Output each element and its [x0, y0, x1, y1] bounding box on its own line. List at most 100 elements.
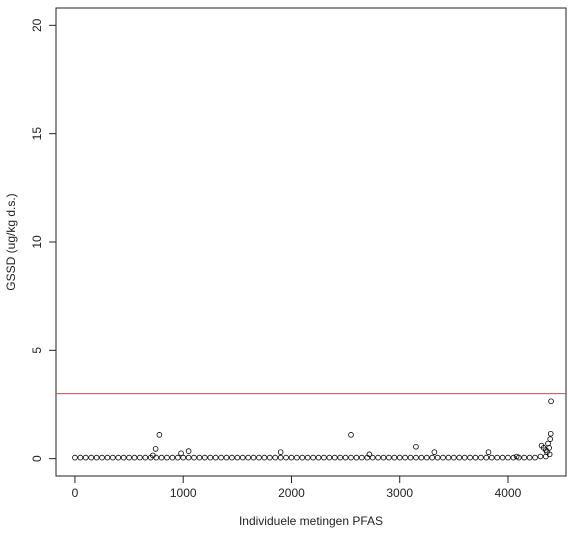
point: [185, 454, 192, 461]
point: [369, 454, 376, 461]
y-tick-label: 20: [30, 18, 44, 32]
point: [283, 454, 289, 461]
point: [315, 454, 322, 461]
point: [250, 454, 257, 461]
point: [431, 449, 438, 455]
point: [277, 454, 284, 461]
point: [256, 454, 262, 461]
point: [294, 454, 300, 461]
point: [169, 454, 176, 461]
point: [445, 454, 452, 461]
point: [126, 454, 132, 461]
point: [488, 454, 495, 461]
point: [413, 454, 419, 461]
point: [483, 454, 490, 461]
point: [142, 454, 149, 461]
point: [526, 454, 533, 461]
point: [304, 454, 311, 461]
point: [299, 454, 306, 461]
point: [326, 454, 333, 461]
point: [547, 430, 554, 437]
point: [88, 454, 94, 461]
point: [510, 454, 517, 461]
point: [288, 454, 295, 461]
point: [212, 454, 219, 461]
x-tick-label: 0: [72, 486, 79, 500]
point: [521, 454, 528, 461]
point: [375, 454, 381, 461]
point: [380, 454, 387, 461]
point: [546, 445, 552, 451]
point: [348, 454, 354, 461]
point: [331, 454, 338, 461]
point: [396, 454, 403, 461]
point: [180, 454, 187, 461]
point: [402, 454, 408, 461]
point: [110, 454, 116, 461]
point: [418, 454, 425, 461]
point: [386, 454, 392, 461]
point: [137, 454, 143, 461]
point: [391, 454, 398, 461]
point: [207, 454, 214, 461]
point: [174, 454, 181, 461]
point: [546, 451, 553, 458]
y-tick-label: 10: [30, 235, 44, 249]
point: [156, 432, 163, 438]
y-tick-label: 0: [30, 455, 44, 462]
point: [348, 432, 354, 438]
point: [434, 454, 441, 461]
point: [218, 454, 224, 461]
y-axis-label: GSSD (ug/kg d.s.): [4, 193, 18, 290]
point: [272, 454, 279, 461]
point: [196, 454, 203, 461]
point: [104, 454, 111, 461]
point: [337, 454, 343, 461]
point: [178, 450, 184, 457]
point: [440, 454, 446, 461]
point: [120, 454, 127, 461]
point: [359, 454, 365, 461]
point: [93, 454, 100, 461]
point: [467, 454, 473, 461]
point: [478, 454, 484, 461]
point: [82, 454, 89, 461]
point: [499, 454, 506, 461]
x-tick-label: 1000: [170, 486, 197, 500]
point: [191, 454, 197, 461]
point: [239, 454, 246, 461]
x-axis-label: Individuele metingen PFAS: [239, 514, 383, 528]
point: [532, 454, 538, 461]
point: [472, 454, 479, 461]
point: [537, 453, 544, 460]
y-tick-label: 5: [30, 347, 44, 354]
point: [277, 449, 284, 455]
point: [342, 454, 349, 461]
point: [456, 454, 463, 461]
point: [223, 454, 230, 461]
point: [158, 454, 165, 461]
point: [77, 454, 84, 461]
plot-box: [55, 7, 567, 477]
point: [185, 448, 192, 454]
point: [115, 454, 122, 461]
point: [261, 454, 268, 461]
x-tick-label: 2000: [278, 486, 305, 500]
point: [494, 454, 500, 461]
x-tick-label: 3000: [386, 486, 413, 500]
point: [310, 454, 316, 461]
point: [461, 454, 468, 461]
point: [229, 454, 235, 461]
point: [245, 454, 251, 461]
point: [413, 443, 419, 450]
point: [505, 454, 511, 461]
point: [164, 454, 170, 461]
point: [547, 436, 553, 442]
point: [72, 454, 78, 461]
y-tick-label: 15: [30, 127, 44, 141]
point: [451, 454, 457, 461]
point: [150, 452, 156, 459]
point: [202, 454, 208, 461]
point: [548, 398, 554, 405]
